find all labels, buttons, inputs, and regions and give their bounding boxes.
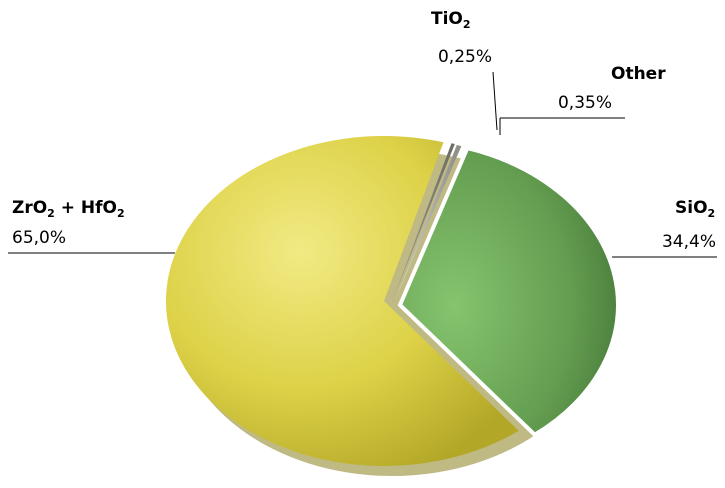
leader-line [493,72,497,130]
slice-value-other: 0,35% [558,93,612,113]
slice-label-zro: ZrO2 + HfO2 [12,198,125,220]
slice-label-sio: SiO2 [675,198,715,220]
slice-value-tio: 0,25% [438,47,492,67]
slice-value-zro: 65,0% [12,228,66,248]
slice-value-sio: 34,4% [662,232,716,252]
slice-label-other: Other [611,64,666,84]
slice-label-tio: TiO2 [431,9,471,31]
